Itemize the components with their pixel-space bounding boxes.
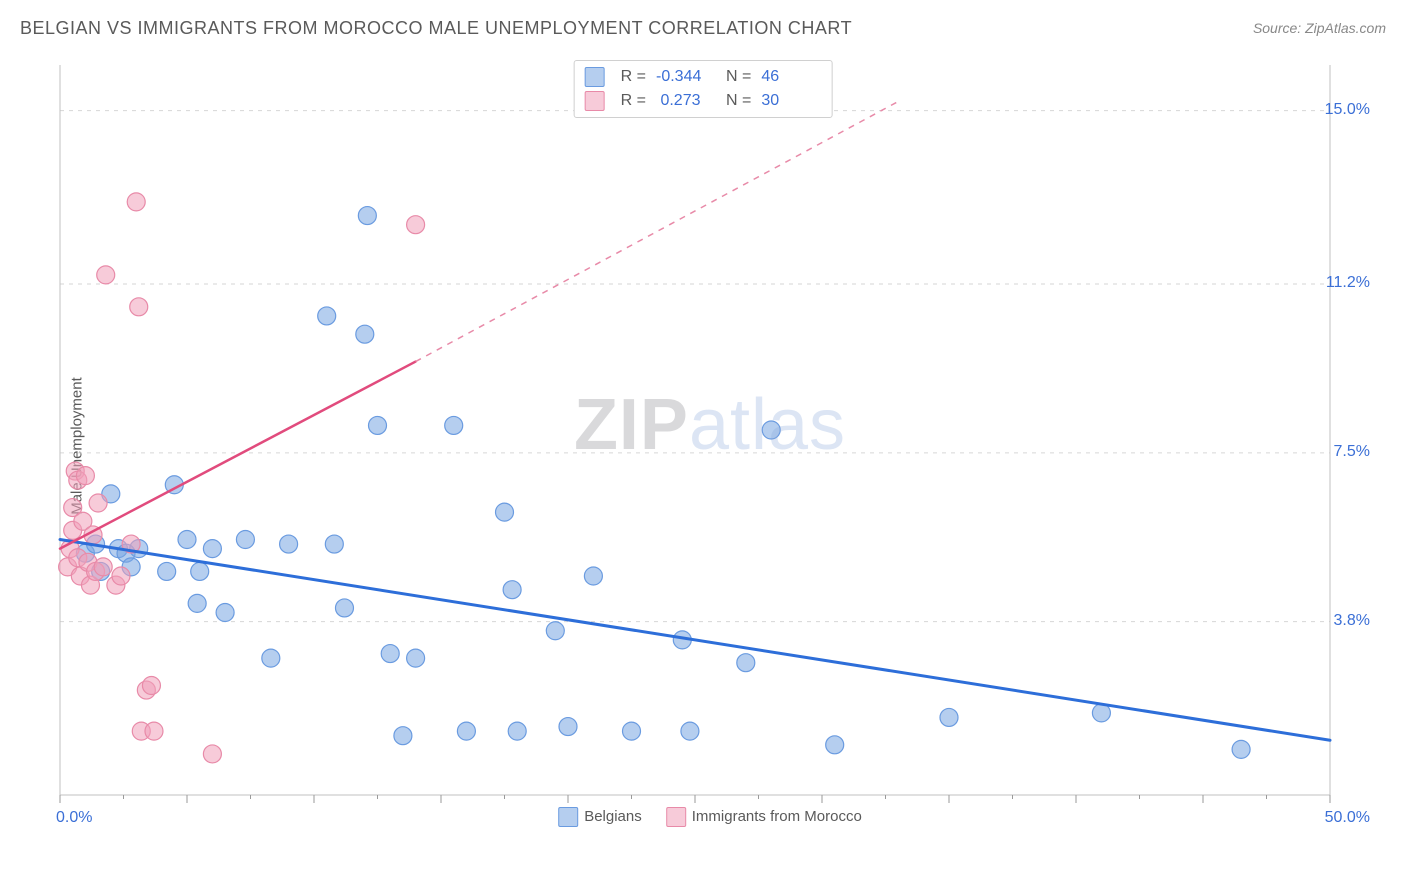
legend-bottom: Belgians Immigrants from Morocco [558,807,862,827]
y-tick-label: 3.8% [1334,612,1370,630]
y-tick-label: 7.5% [1334,443,1370,461]
source-attribution: Source: ZipAtlas.com [1253,20,1386,36]
legend-label-immigrants: Immigrants from Morocco [692,808,862,825]
r-value-immigrants: 0.273 [656,92,716,110]
n-label-belgians: N = [726,68,751,86]
legend-swatch-immigrants [666,807,686,827]
legend-top-swatch-immigrants [585,91,605,111]
y-tick-label: 11.2% [1326,274,1370,292]
legend-top-row-belgians: R = -0.344 N = 46 [585,65,822,89]
r-label-immigrants: R = [621,92,646,110]
source-label: Source: [1253,20,1305,36]
legend-label-belgians: Belgians [584,808,642,825]
legend-item-immigrants: Immigrants from Morocco [666,807,862,827]
r-label-belgians: R = [621,68,646,86]
legend-top-swatch-belgians [585,67,605,87]
n-value-belgians: 46 [761,68,821,86]
legend-top: R = -0.344 N = 46 R = 0.273 N = 30 [574,60,833,118]
source-value: ZipAtlas.com [1305,20,1386,36]
n-label-immigrants: N = [726,92,751,110]
chart-title: BELGIAN VS IMMIGRANTS FROM MOROCCO MALE … [20,18,852,38]
plot-svg [50,55,1370,825]
scatter-plot: ZIPatlas 0.0% 50.0% Belgians Immigrants … [50,55,1370,825]
legend-item-belgians: Belgians [558,807,642,827]
legend-top-row-immigrants: R = 0.273 N = 30 [585,89,822,113]
y-tick-label: 15.0% [1325,101,1370,119]
title-bar: BELGIAN VS IMMIGRANTS FROM MOROCCO MALE … [20,18,1386,48]
n-value-immigrants: 30 [761,92,821,110]
x-axis-max-label: 50.0% [1325,809,1370,827]
x-axis-min-label: 0.0% [56,809,92,827]
r-value-belgians: -0.344 [656,68,716,86]
legend-swatch-belgians [558,807,578,827]
